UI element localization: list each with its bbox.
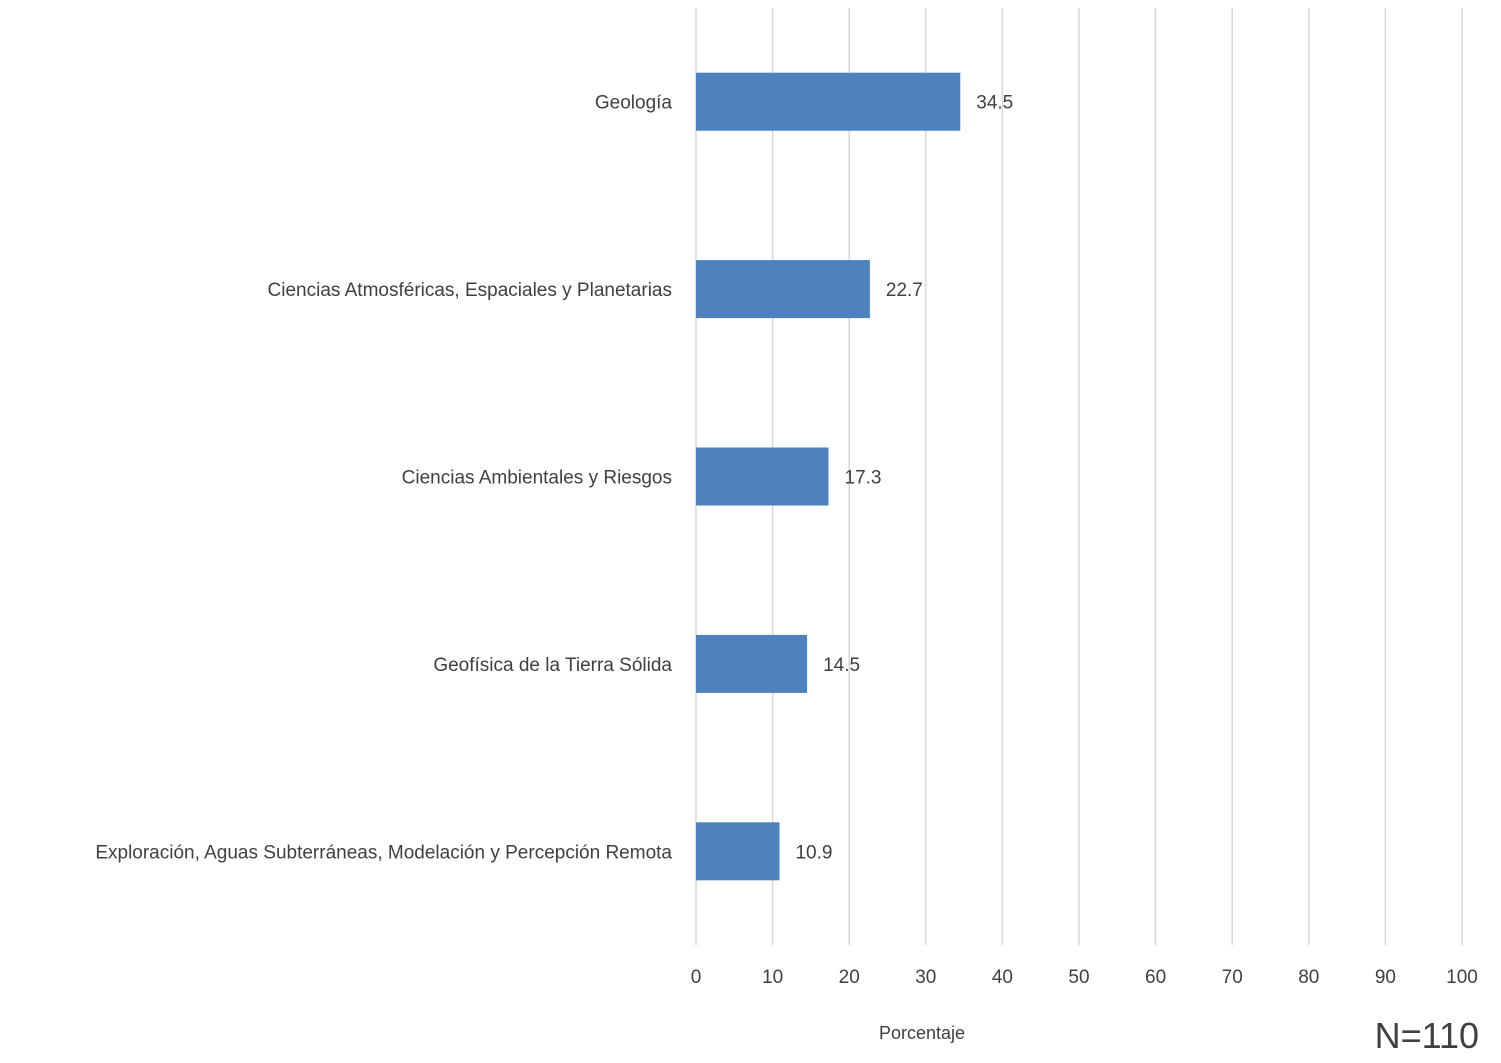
bar-4: [696, 635, 807, 693]
x-tick-label: 60: [1145, 967, 1166, 988]
x-tick-label: 0: [691, 967, 702, 988]
data-label: 14.5: [823, 655, 860, 676]
x-tick-label: 70: [1222, 967, 1243, 988]
bars: [696, 73, 960, 881]
x-tick-label: 40: [992, 967, 1013, 988]
bar-2: [696, 260, 870, 318]
x-tick-label: 100: [1446, 967, 1478, 988]
sample-size-annotation: N=110: [1375, 1018, 1479, 1054]
data-label: 34.5: [976, 93, 1013, 114]
x-axis-title: Porcentaje: [879, 1023, 965, 1043]
category-label: Exploración, Aguas Subterráneas, Modelac…: [95, 842, 672, 863]
x-axis-ticks: 0 10 20 30 40 50 60 70 80 90 100: [691, 967, 1478, 988]
x-tick-label: 50: [1068, 967, 1089, 988]
bar-1: [696, 73, 960, 131]
category-label: Ciencias Atmosféricas, Espaciales y Plan…: [268, 280, 672, 301]
x-tick-label: 10: [762, 967, 783, 988]
data-label: 17.3: [845, 468, 882, 489]
x-tick-label: 20: [839, 967, 860, 988]
category-labels: Geología Ciencias Atmosféricas, Espaciale…: [95, 93, 672, 864]
category-label: Geología: [595, 93, 673, 114]
category-label: Geofísica de la Tierra Sólida: [433, 655, 672, 676]
data-label: 22.7: [886, 280, 923, 301]
bar-3: [696, 448, 829, 506]
x-tick-label: 30: [915, 967, 936, 988]
bar-5: [696, 822, 779, 880]
data-label: 10.9: [795, 842, 832, 863]
category-label: Ciencias Ambientales y Riesgos: [402, 468, 672, 489]
x-tick-label: 90: [1375, 967, 1396, 988]
x-tick-label: 80: [1298, 967, 1319, 988]
